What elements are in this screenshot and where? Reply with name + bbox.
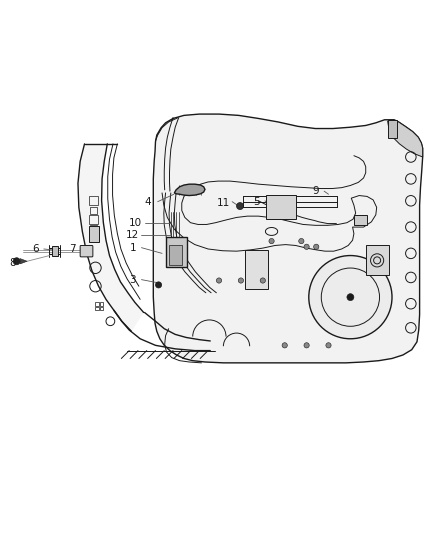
Circle shape <box>304 343 309 348</box>
Circle shape <box>216 278 222 283</box>
Circle shape <box>314 244 319 249</box>
Circle shape <box>13 258 20 265</box>
Bar <box>90 207 97 214</box>
Text: 9: 9 <box>312 186 319 196</box>
Circle shape <box>237 203 244 209</box>
Circle shape <box>155 282 162 288</box>
Bar <box>245 250 268 289</box>
Text: 4: 4 <box>145 197 152 207</box>
Bar <box>89 226 99 243</box>
Circle shape <box>326 343 331 348</box>
Text: 1: 1 <box>129 243 136 253</box>
Polygon shape <box>388 120 423 157</box>
Circle shape <box>260 278 265 283</box>
Text: 8: 8 <box>9 258 16 268</box>
Polygon shape <box>153 114 423 363</box>
Bar <box>366 246 389 275</box>
Text: 3: 3 <box>129 274 136 285</box>
Bar <box>100 307 103 310</box>
Text: 10: 10 <box>129 217 142 228</box>
Polygon shape <box>20 259 27 264</box>
Circle shape <box>304 244 309 249</box>
Bar <box>266 195 296 219</box>
Circle shape <box>282 343 287 348</box>
Bar <box>166 237 187 268</box>
Bar <box>388 120 397 138</box>
Circle shape <box>309 255 392 339</box>
Text: 5: 5 <box>253 197 260 207</box>
Bar <box>52 246 58 256</box>
FancyBboxPatch shape <box>80 246 93 257</box>
Circle shape <box>269 238 274 244</box>
Text: 7: 7 <box>69 244 76 254</box>
Text: 6: 6 <box>32 244 39 254</box>
Bar <box>169 245 182 265</box>
Circle shape <box>347 294 354 301</box>
Polygon shape <box>78 144 144 332</box>
Bar <box>354 215 367 225</box>
Bar <box>89 215 98 224</box>
Bar <box>95 302 99 306</box>
Text: 11: 11 <box>217 198 230 208</box>
Text: 12: 12 <box>126 230 139 240</box>
Bar <box>89 197 98 205</box>
Bar <box>90 225 97 232</box>
Polygon shape <box>174 184 205 196</box>
Circle shape <box>238 278 244 283</box>
Circle shape <box>299 238 304 244</box>
Bar <box>95 307 99 310</box>
Bar <box>100 302 103 306</box>
